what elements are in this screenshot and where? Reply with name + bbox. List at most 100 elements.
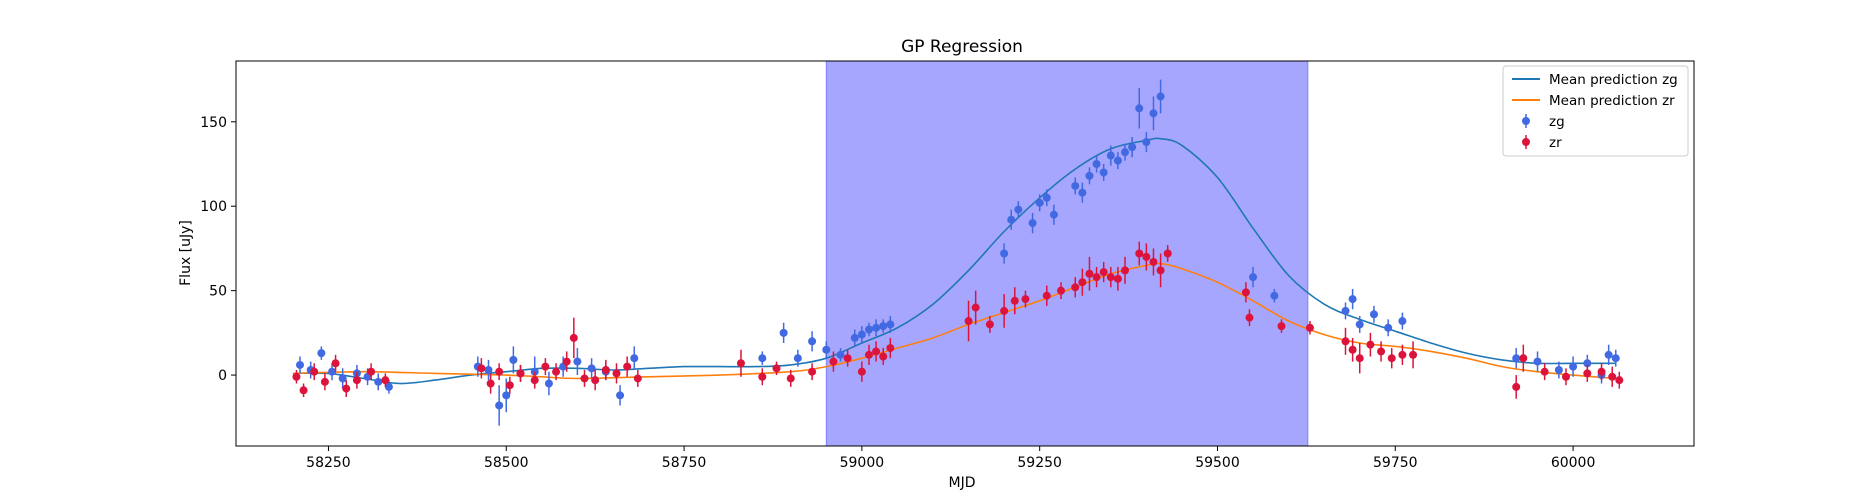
- x-tick-label: 58750: [662, 455, 707, 471]
- point-zg: [495, 401, 504, 410]
- point-zg: [1533, 357, 1542, 366]
- point-zg: [1092, 160, 1101, 169]
- point-zr: [1519, 354, 1528, 363]
- y-tick-label: 50: [209, 284, 227, 300]
- point-zg: [1049, 210, 1058, 219]
- point-zr: [505, 381, 514, 390]
- point-zg: [1007, 215, 1016, 224]
- point-zg: [328, 367, 337, 376]
- legend: Mean prediction zg Mean prediction zr zg zr: [1502, 65, 1689, 157]
- point-zr: [552, 367, 561, 376]
- point-zg: [779, 328, 788, 337]
- point-zr: [1163, 249, 1172, 258]
- chart-title: GP Regression: [901, 37, 1023, 57]
- point-zg: [1106, 151, 1115, 160]
- point-zg: [1000, 249, 1009, 258]
- point-zg: [1583, 359, 1592, 368]
- point-zg: [1128, 143, 1137, 152]
- point-zr: [541, 362, 550, 371]
- point-zr: [1156, 266, 1165, 275]
- point-zr: [1021, 295, 1030, 304]
- point-zg: [864, 325, 873, 334]
- point-zr: [1010, 296, 1019, 305]
- point-zg: [1569, 362, 1578, 371]
- point-zr: [1042, 291, 1051, 300]
- point-zg: [1554, 366, 1563, 375]
- x-tick-label: 59000: [840, 455, 885, 471]
- point-zg: [1348, 295, 1357, 304]
- point-zr: [1540, 367, 1549, 376]
- point-zr: [1366, 340, 1375, 349]
- point-zr: [331, 359, 340, 368]
- point-zr: [857, 367, 866, 376]
- point-zr: [1561, 372, 1570, 381]
- point-zr: [562, 357, 571, 366]
- point-zr: [1348, 345, 1357, 354]
- point-zg: [850, 333, 859, 342]
- point-zr: [1142, 252, 1151, 261]
- point-zr: [758, 372, 767, 381]
- point-zg: [573, 357, 582, 366]
- point-zr: [633, 374, 642, 383]
- point-zg: [1121, 148, 1130, 157]
- point-zr: [872, 347, 881, 356]
- point-zr: [495, 367, 504, 376]
- point-zr: [971, 303, 980, 312]
- point-zg: [1135, 104, 1144, 113]
- point-zr: [1597, 367, 1606, 376]
- point-zr: [1071, 283, 1080, 292]
- point-zg: [374, 377, 383, 386]
- point-zg: [758, 354, 767, 363]
- point-zr: [829, 357, 838, 366]
- highlight-span: [825, 60, 1309, 447]
- point-zg: [587, 364, 596, 373]
- point-zr: [1387, 354, 1396, 363]
- point-zr: [864, 350, 873, 359]
- point-zr: [612, 369, 621, 378]
- point-zr: [381, 376, 390, 385]
- point-zg: [1270, 291, 1279, 300]
- point-zr: [1583, 369, 1592, 378]
- point-zr: [1305, 323, 1314, 332]
- point-zr: [1241, 288, 1250, 297]
- point-zg: [1014, 205, 1023, 214]
- point-zg: [1142, 138, 1151, 147]
- point-zg: [1078, 188, 1087, 197]
- point-zr: [985, 320, 994, 329]
- point-zr: [569, 333, 578, 342]
- point-zr: [1341, 337, 1350, 346]
- point-zr: [786, 374, 795, 383]
- point-zg: [1042, 193, 1051, 202]
- point-zg: [857, 330, 866, 339]
- point-zr: [1149, 257, 1158, 266]
- line-mean-prediction-zr: [292, 262, 1616, 380]
- point-zr: [964, 317, 973, 326]
- point-zg: [1099, 168, 1108, 177]
- y-tick-label: 150: [200, 115, 227, 131]
- point-zg: [872, 323, 881, 332]
- point-zr: [1092, 273, 1101, 282]
- point-zr: [1277, 322, 1286, 331]
- point-zg: [886, 320, 895, 329]
- point-zg: [630, 354, 639, 363]
- point-zr: [886, 344, 895, 353]
- point-zr: [772, 364, 781, 373]
- point-zg: [616, 391, 625, 400]
- point-zr: [1409, 350, 1418, 359]
- point-zr: [1135, 249, 1144, 258]
- point-zr: [516, 369, 525, 378]
- point-zr: [1099, 268, 1108, 277]
- point-zg: [502, 391, 511, 400]
- point-zg: [1113, 156, 1122, 165]
- legend-label: zr: [1549, 135, 1562, 151]
- point-zg: [338, 374, 347, 383]
- point-zr: [530, 376, 539, 385]
- point-zr: [879, 352, 888, 361]
- point-zg: [1604, 350, 1613, 359]
- x-tick-label: 58500: [484, 455, 529, 471]
- point-zg: [384, 382, 393, 391]
- point-zr: [1355, 354, 1364, 363]
- point-zg: [1341, 306, 1350, 315]
- point-zr: [591, 376, 600, 385]
